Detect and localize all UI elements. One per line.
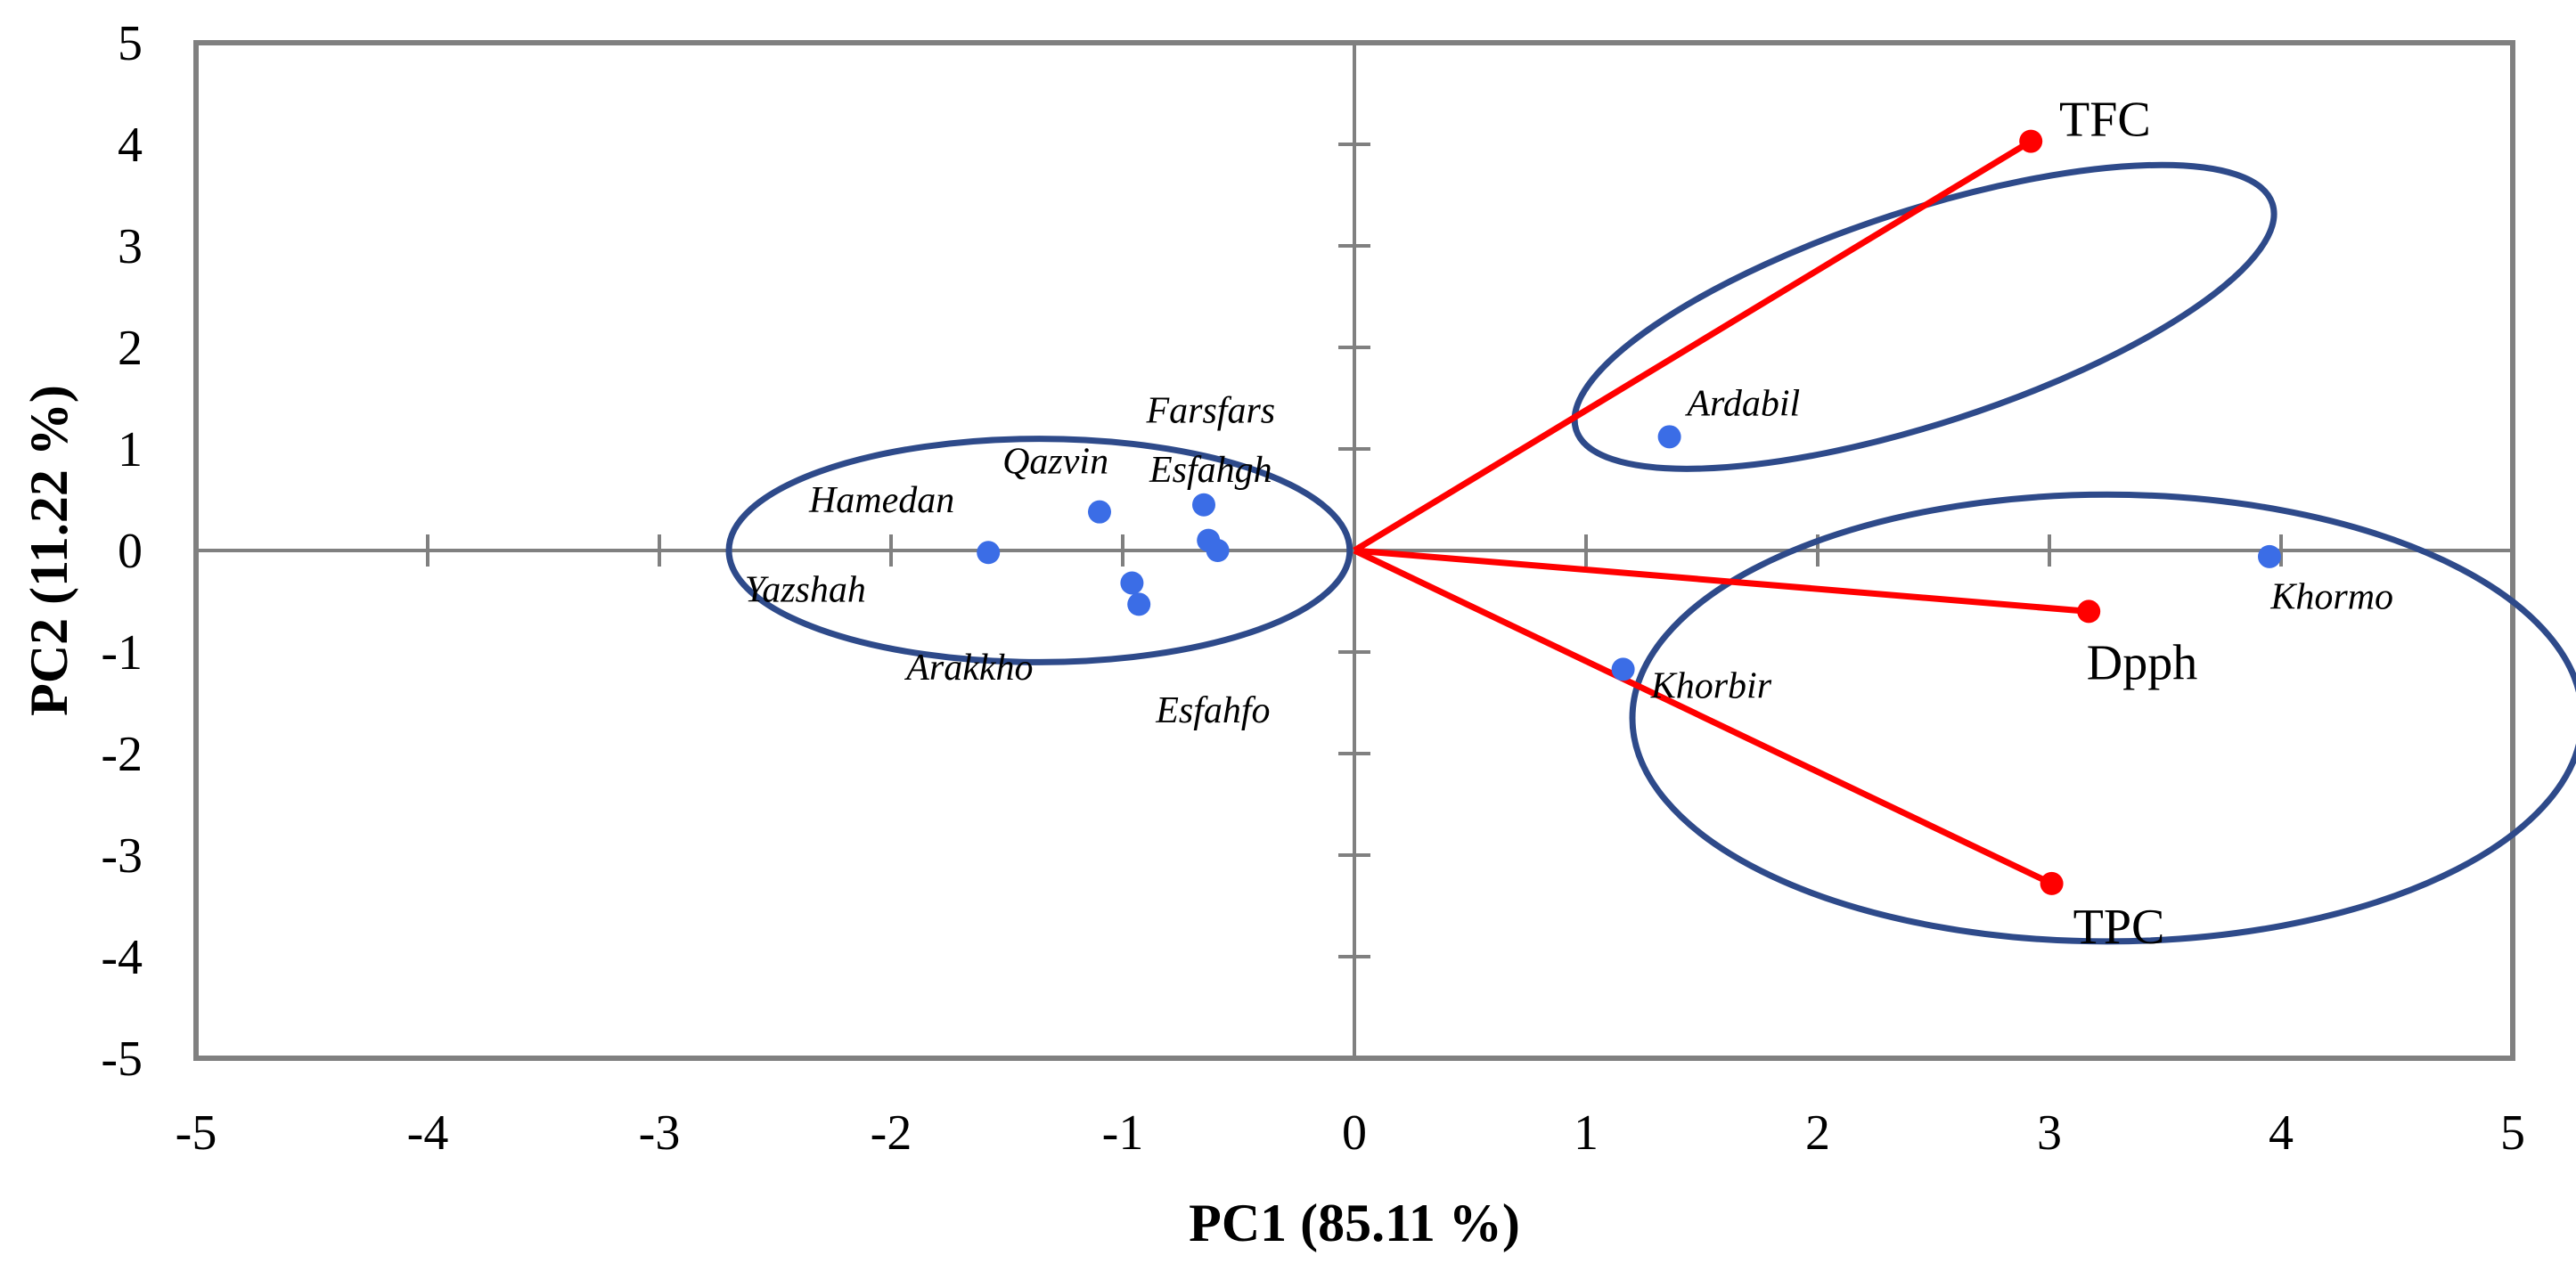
vector-label: TPC	[2073, 900, 2165, 955]
y-tick-label: 0	[118, 524, 143, 579]
score-point	[1206, 539, 1230, 562]
vector-line	[1353, 138, 2033, 553]
score-point	[1127, 592, 1151, 616]
score-point	[1088, 500, 1111, 524]
x-tick-label: -4	[407, 1105, 449, 1161]
cluster-ellipse	[1629, 491, 2576, 945]
x-tick-label: -2	[871, 1105, 912, 1161]
axis-ticks: -5 -4 -3 -2 -1 0 1 2 3 4 5 5 4 3 2 1 0 -1 -2 -3 -4 -5	[101, 16, 2525, 1161]
cluster-ellipses	[725, 161, 2576, 945]
y-tick-label: -2	[101, 727, 143, 782]
point-label: Farsfars	[1145, 391, 1275, 432]
y-tick-label: 3	[118, 219, 143, 274]
x-tick-label: 1	[1574, 1105, 1599, 1161]
score-point	[1657, 425, 1681, 449]
cluster-ellipse	[725, 436, 1353, 665]
point-label: Arakkho	[904, 648, 1033, 689]
loading-vectors: TFC Dpph TPC	[1353, 93, 2197, 955]
vector-line	[1353, 547, 2089, 615]
score-point	[1611, 657, 1635, 681]
y-tick-label: -3	[101, 828, 143, 884]
x-tick-label: -3	[639, 1105, 681, 1161]
y-tick-label: -1	[101, 625, 143, 681]
y-tick-label: -5	[101, 1031, 143, 1087]
point-label: Khormo	[2269, 576, 2393, 617]
score-point	[1120, 571, 1144, 595]
x-tick-label: 3	[2037, 1105, 2062, 1161]
vector-label: TFC	[2059, 93, 2151, 148]
cluster-ellipse	[1571, 161, 2278, 472]
x-tick-label: 0	[1342, 1105, 1367, 1161]
vector-line	[1353, 547, 2054, 887]
point-labels: Hamedan Qazvin Farsfars Esfahgh Yazshah Arakk…	[745, 384, 2393, 731]
vector-endpoint	[2019, 129, 2043, 153]
point-label: Esfahfo	[1155, 690, 1270, 731]
y-tick-label: 1	[118, 422, 143, 477]
score-point	[977, 541, 1001, 565]
x-tick-label: 2	[1805, 1105, 1830, 1161]
score-point	[2258, 544, 2281, 568]
score-point	[1192, 493, 1215, 517]
y-tick-label: 2	[118, 321, 143, 376]
y-axis-title: PC2 (11.22 %)	[20, 385, 78, 716]
point-label: Esfahgh	[1149, 450, 1272, 491]
x-tick-label: -5	[176, 1105, 217, 1161]
x-axis-title: PC1 (85.11 %)	[1189, 1194, 1520, 1252]
point-label: Ardabil	[1684, 384, 1800, 425]
score-points	[977, 425, 2281, 681]
vector-endpoint	[2040, 871, 2064, 895]
y-tick-label: 4	[118, 118, 143, 173]
x-tick-label: 5	[2500, 1105, 2525, 1161]
y-tick-label: -4	[101, 930, 143, 985]
x-tick-label: -1	[1102, 1105, 1144, 1161]
vector-label: Dpph	[2087, 635, 2197, 690]
point-label: Hamedan	[808, 480, 954, 521]
point-label: Yazshah	[745, 569, 866, 610]
x-tick-label: 4	[2269, 1105, 2294, 1161]
point-label: Qazvin	[1002, 442, 1108, 483]
y-tick-label: 5	[118, 16, 143, 71]
point-label: Khorbir	[1650, 666, 1772, 707]
vector-endpoint	[2077, 599, 2101, 624]
